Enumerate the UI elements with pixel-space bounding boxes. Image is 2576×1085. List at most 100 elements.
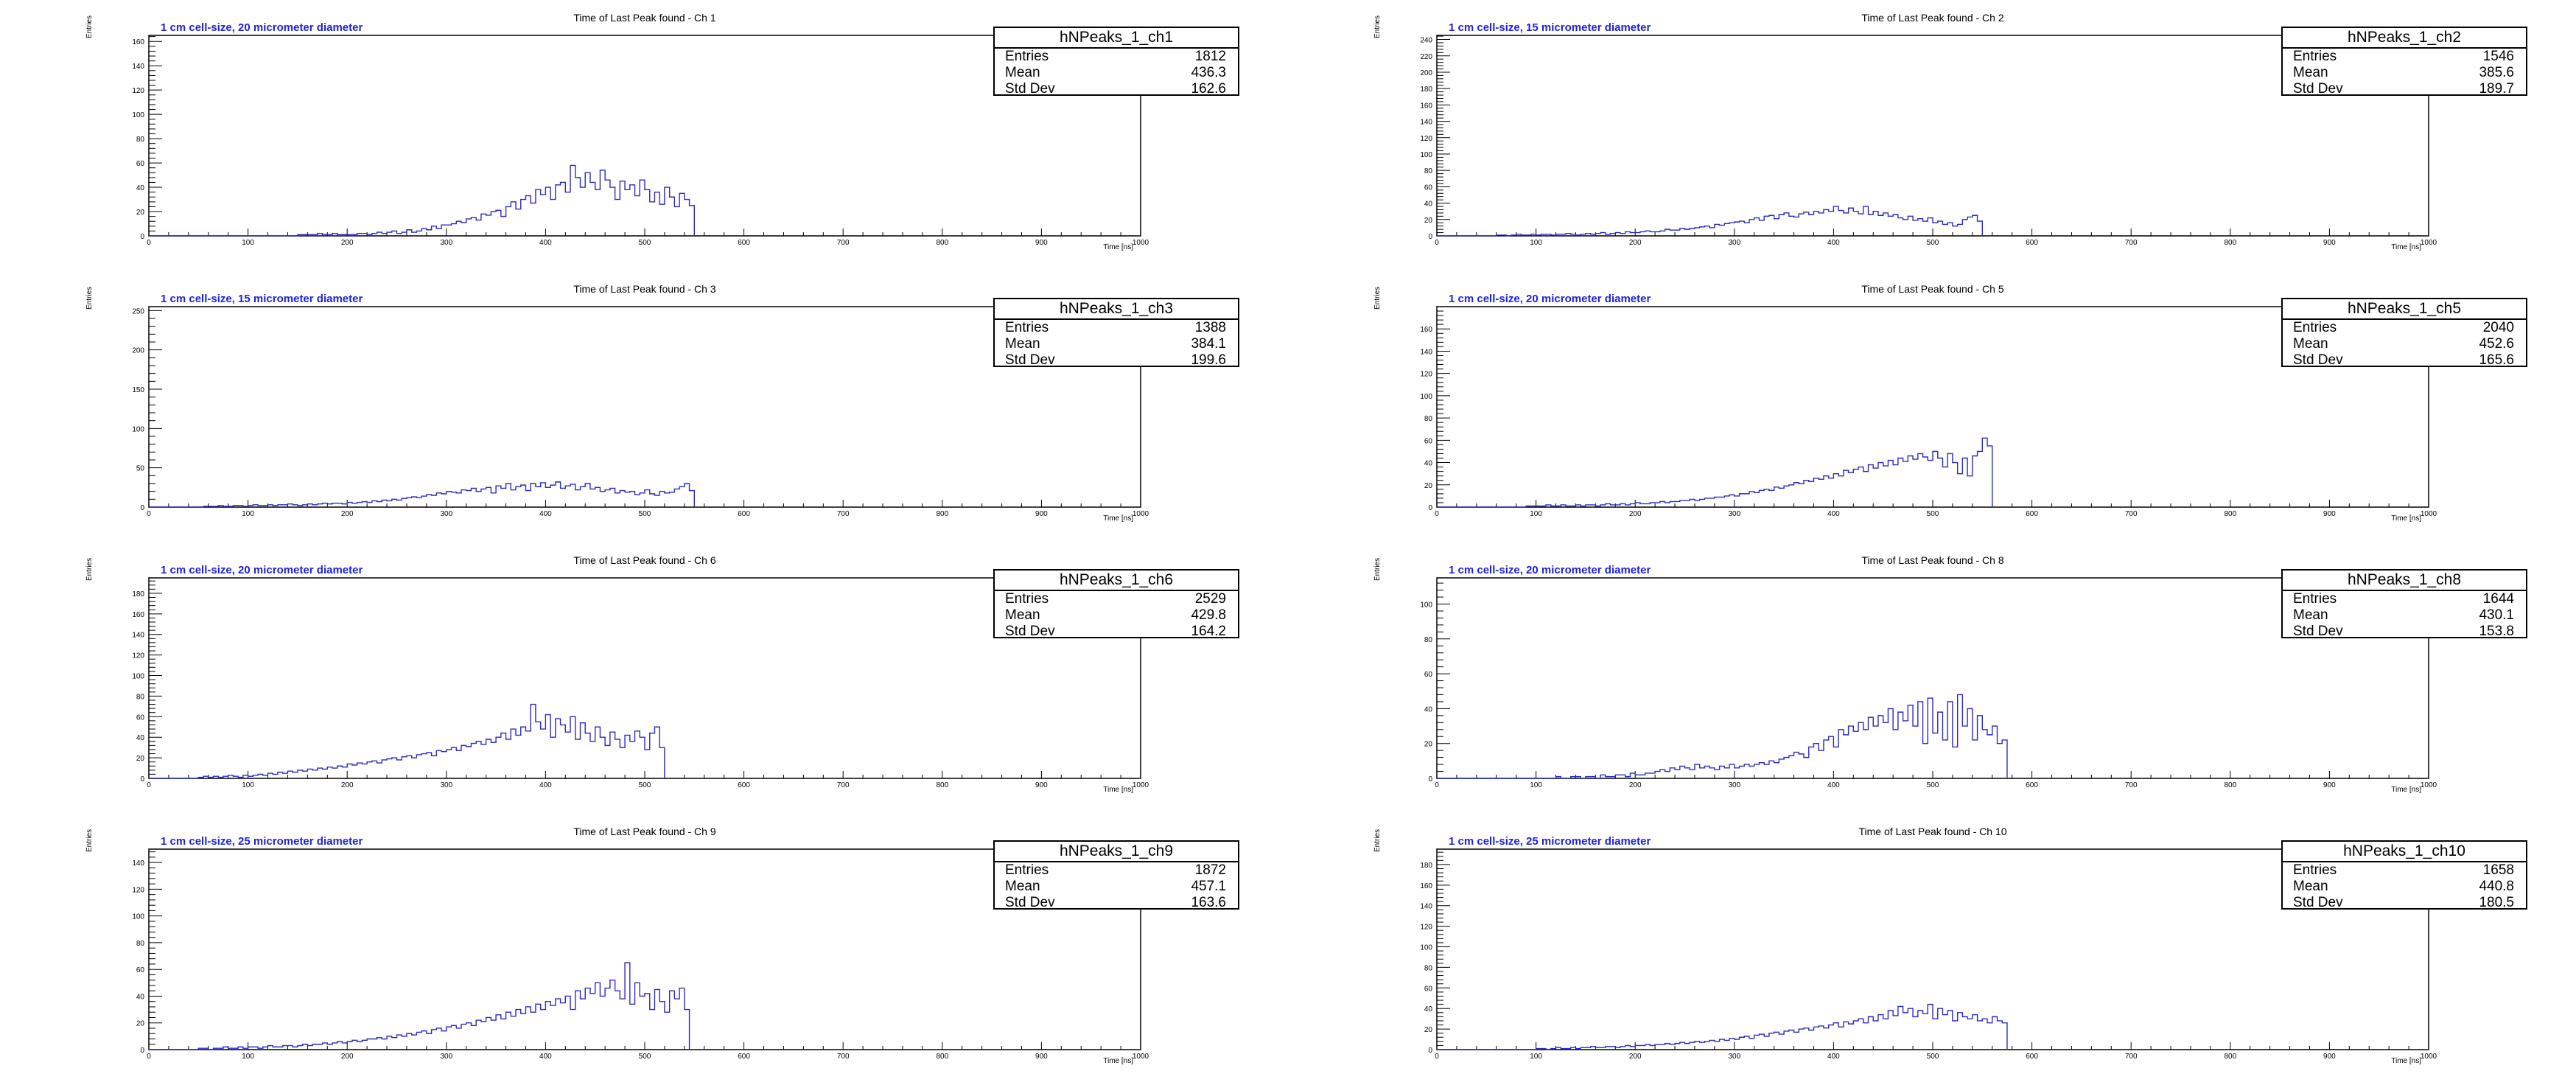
y-tick-label: 40 bbox=[1424, 200, 1433, 209]
stats-name: hNPeaks_1_ch8 bbox=[2283, 571, 2526, 591]
y-tick-label: 40 bbox=[136, 734, 145, 742]
stats-label: Entries bbox=[2293, 320, 2337, 335]
y-axis-label: Entries bbox=[1373, 557, 1382, 581]
stats-label: Mean bbox=[1005, 65, 1040, 80]
x-tick-label: 600 bbox=[738, 510, 750, 518]
x-tick-label: 200 bbox=[1629, 1053, 1642, 1061]
x-tick-label: 300 bbox=[440, 239, 452, 247]
x-tick-label: 700 bbox=[2125, 239, 2138, 247]
x-axis-label: Time [ns] bbox=[2391, 243, 2421, 251]
histogram-panel: 0 100 200 300 400 500 600 700 800 900 1000 0 20 40 60 8… bbox=[1288, 814, 2576, 1085]
histogram-panel: 0 100 200 300 400 500 600 700 800 900 1000 0 20 40 60 8… bbox=[1288, 271, 2576, 542]
x-tick-label: 200 bbox=[1629, 239, 1642, 247]
stats-value: 430.1 bbox=[2479, 607, 2514, 623]
x-tick-label: 100 bbox=[1530, 1053, 1542, 1061]
plot-frame bbox=[1436, 306, 2429, 508]
y-tick-label: 20 bbox=[1424, 741, 1433, 749]
y-tick-label: 120 bbox=[132, 652, 144, 660]
chart-title: Time of Last Peak found - Ch 10 bbox=[1858, 826, 2007, 837]
stats-row: Mean 440.8 bbox=[2283, 879, 2526, 895]
stats-row: Entries 1546 bbox=[2283, 49, 2526, 65]
x-tick-label: 900 bbox=[2323, 510, 2336, 518]
y-tick-label: 100 bbox=[1420, 393, 1432, 401]
x-tick-label: 500 bbox=[1927, 239, 1939, 247]
x-tick-label: 1000 bbox=[2421, 781, 2437, 789]
stats-row: Mean 384.1 bbox=[995, 336, 1238, 352]
stats-label: Std Dev bbox=[1005, 352, 1055, 368]
y-tick-label: 240 bbox=[1420, 37, 1432, 45]
x-tick-label: 900 bbox=[2323, 1053, 2336, 1061]
stats-value: 2529 bbox=[1194, 591, 1226, 607]
x-tick-label: 900 bbox=[1035, 781, 1048, 789]
y-tick-label: 180 bbox=[1420, 862, 1432, 870]
x-tick-label: 300 bbox=[1728, 239, 1740, 247]
y-tick-label: 60 bbox=[1424, 985, 1433, 993]
x-tick-label: 1000 bbox=[1133, 781, 1149, 789]
stats-value: 162.6 bbox=[1191, 81, 1226, 97]
y-tick-label: 40 bbox=[1424, 1005, 1433, 1014]
x-tick-label: 100 bbox=[242, 781, 254, 789]
x-axis-label: Time [ns] bbox=[1103, 243, 1133, 251]
y-tick-label: 0 bbox=[140, 233, 144, 241]
x-tick-label: 700 bbox=[2125, 781, 2138, 789]
y-tick-label: 60 bbox=[1424, 671, 1433, 679]
chart-annotation: 1 cm cell-size, 20 micrometer diameter bbox=[161, 21, 363, 34]
stats-label: Mean bbox=[2293, 336, 2328, 352]
x-tick-label: 100 bbox=[1530, 510, 1542, 518]
x-tick-label: 1000 bbox=[2421, 239, 2437, 247]
y-tick-label: 180 bbox=[1420, 86, 1432, 94]
x-tick-label: 400 bbox=[539, 1053, 552, 1061]
x-tick-label: 500 bbox=[1927, 510, 1939, 518]
y-tick-label: 100 bbox=[132, 111, 144, 119]
stats-label: Entries bbox=[1005, 591, 1049, 607]
x-tick-label: 200 bbox=[1629, 781, 1642, 789]
y-axis-label: Entries bbox=[1373, 828, 1382, 852]
histogram-panel: 0 100 200 300 400 500 600 700 800 900 1000 0 20 40 60 8… bbox=[0, 542, 1288, 814]
y-tick-label: 100 bbox=[132, 425, 144, 433]
y-tick-label: 80 bbox=[1424, 636, 1433, 644]
chart-title: Time of Last Peak found - Ch 3 bbox=[573, 283, 716, 295]
stats-label: Mean bbox=[2293, 879, 2328, 894]
plot-frame bbox=[148, 848, 1141, 1050]
stats-label: Entries bbox=[1005, 49, 1049, 64]
x-tick-label: 0 bbox=[147, 239, 151, 247]
x-tick-label: 0 bbox=[1435, 239, 1439, 247]
y-tick-label: 0 bbox=[1428, 233, 1432, 241]
histogram-plot: 0 100 200 300 400 500 600 700 800 900 1000 0 20 40 60 8… bbox=[132, 35, 1149, 247]
x-tick-label: 300 bbox=[440, 1053, 452, 1061]
histogram-series bbox=[1437, 694, 2008, 779]
x-tick-label: 200 bbox=[341, 510, 354, 518]
y-axis-label: Entries bbox=[85, 286, 94, 310]
y-tick-label: 60 bbox=[1424, 437, 1433, 445]
stats-name: hNPeaks_1_ch1 bbox=[995, 28, 1238, 49]
x-axis-label: Time [ns] bbox=[2391, 1057, 2421, 1065]
stats-row: Std Dev 162.6 bbox=[995, 81, 1238, 97]
x-tick-label: 200 bbox=[341, 781, 354, 789]
chart-annotation: 1 cm cell-size, 15 micrometer diameter bbox=[161, 293, 363, 305]
chart-title: Time of Last Peak found - Ch 2 bbox=[1861, 12, 2004, 24]
y-tick-label: 200 bbox=[1420, 69, 1432, 77]
stats-row: Entries 2040 bbox=[2283, 320, 2526, 336]
x-axis-label: Time [ns] bbox=[1103, 514, 1133, 523]
y-tick-label: 100 bbox=[1420, 151, 1432, 159]
y-tick-label: 160 bbox=[1420, 882, 1432, 890]
stats-label: Std Dev bbox=[2293, 352, 2343, 368]
y-tick-label: 220 bbox=[1420, 53, 1432, 61]
x-tick-label: 300 bbox=[440, 781, 452, 789]
y-tick-label: 120 bbox=[132, 87, 144, 95]
stats-row: Std Dev 165.6 bbox=[2283, 352, 2526, 369]
stats-value: 436.3 bbox=[1191, 65, 1226, 80]
x-tick-label: 500 bbox=[639, 1053, 651, 1061]
x-tick-label: 500 bbox=[639, 239, 651, 247]
stats-row: Mean 452.6 bbox=[2283, 336, 2526, 352]
stats-row: Entries 1644 bbox=[2283, 591, 2526, 607]
histogram-panel: 0 100 200 300 400 500 600 700 800 900 1000 0 20 40 60 8… bbox=[1288, 0, 2576, 271]
y-tick-label: 0 bbox=[140, 504, 144, 512]
y-tick-label: 0 bbox=[1428, 1047, 1432, 1055]
stats-value: 429.8 bbox=[1191, 607, 1226, 623]
y-tick-label: 80 bbox=[136, 136, 145, 144]
histogram-series bbox=[149, 703, 665, 779]
stats-label: Mean bbox=[1005, 336, 1040, 352]
stats-name: hNPeaks_1_ch5 bbox=[2283, 299, 2526, 320]
x-tick-label: 800 bbox=[936, 781, 948, 789]
